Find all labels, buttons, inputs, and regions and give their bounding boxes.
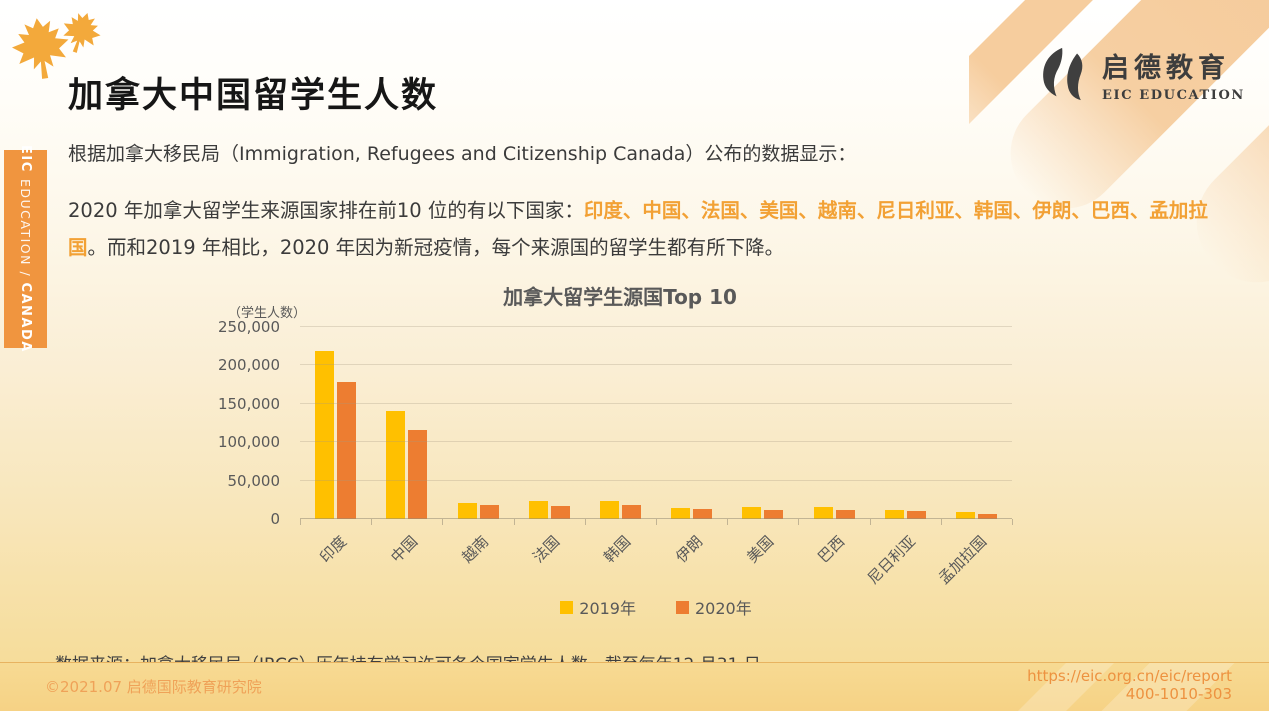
y-axis-tick-label: 200,000 [217, 356, 280, 375]
sidebar-tab-label: EIC EDUCATION / CANADA [18, 145, 33, 353]
x-axis-labels: 印度 中国 越南 法国 韩国 伊朗 美国 巴西 尼日利亚 孟加拉国 [315, 532, 991, 588]
axis-tick [442, 519, 444, 525]
maple-leaf-icon [11, 18, 69, 79]
paragraph-prefix: 2020 年加拿大留学生来源国家排在前10 位的有以下国家： [68, 198, 584, 222]
y-axis-unit-label: （学生人数） [228, 306, 307, 321]
y-axis-tick-label: 100,000 [217, 433, 280, 452]
category-越南 [442, 327, 513, 519]
y-axis-tick-label: 150,000 [217, 394, 280, 413]
axis-tick [869, 519, 871, 525]
intro-text: 根据加拿大移民局（Immigration, Refugees and Citiz… [68, 143, 857, 165]
bar-2020年-尼日利亚 [906, 510, 926, 519]
axis-tick [727, 519, 729, 525]
sidebar-label-eic: EIC [18, 145, 33, 179]
bar-2019年-韩国 [599, 500, 619, 519]
bar-2019年-巴西 [813, 507, 833, 519]
bar-2019年-中国 [386, 410, 406, 519]
report-url-link[interactable]: https://eic.org.cn/eic/report [1027, 667, 1232, 685]
bar-2019年-尼日利亚 [884, 509, 904, 519]
bar-2020年-孟加拉国 [977, 513, 997, 519]
axis-tick [1012, 519, 1013, 525]
y-axis-tick-label: 0 [270, 510, 280, 528]
maple-leaves [8, 6, 118, 84]
legend-item-2020年: 2020年 [676, 595, 752, 619]
paragraph-suffix: 。而和2019 年相比，2020 年因为新冠疫情，每个来源国的留学生都有所下降。 [87, 235, 785, 259]
sidebar-label-canada: CANADA [18, 282, 33, 353]
legend-label: 2020年 [695, 599, 752, 618]
legend-swatch-icon [560, 600, 574, 614]
sidebar-tab-canada: EIC EDUCATION / CANADA [4, 145, 47, 353]
category-法国 [514, 327, 585, 519]
category-尼日利亚 [870, 327, 941, 519]
category-印度 [300, 327, 371, 519]
bar-2020年-越南 [479, 505, 499, 519]
bar-2019年-孟加拉国 [955, 512, 975, 519]
bar-2020年-伊朗 [693, 509, 713, 519]
logo-name-en: EIC EDUCATION [1102, 87, 1245, 103]
axis-tick [584, 519, 586, 525]
bar-2019年-印度 [315, 350, 335, 519]
gridline [300, 518, 1012, 519]
category-中国 [371, 327, 442, 519]
legend-swatch-icon [676, 600, 689, 614]
body-paragraph: 2020 年加拿大留学生来源国家排在前10 位的有以下国家：印度、中国、法国、美… [68, 192, 1226, 266]
chart-categories [300, 327, 1012, 519]
y-axis-tick-label: 50,000 [227, 471, 281, 490]
category-韩国 [585, 327, 656, 519]
y-axis-tick-label: 250,000 [217, 318, 280, 336]
footer-contact: https://eic.org.cn/eic/report 400-1010-3… [1027, 667, 1232, 703]
gridline [300, 402, 1012, 404]
bar-2020年-印度 [337, 381, 357, 519]
bar-2019年-伊朗 [671, 508, 691, 519]
chart-title-top10: Top 10 [663, 285, 737, 309]
gridline [300, 479, 1012, 481]
axis-tick [656, 519, 657, 525]
chart-title: 加拿大留学生源国Top 10 [240, 281, 1000, 310]
phone-number: 400-1010-303 [1125, 685, 1232, 703]
eic-logo-icon [1043, 47, 1083, 101]
logo-text: 启德教育 EIC EDUCATION [1102, 46, 1245, 103]
chart-legend: 2019年 2020年 [300, 595, 1012, 619]
gridline [300, 441, 1012, 443]
footer-bar: ©2021.07 启德国际教育研究院 https://eic.org.cn/ei… [0, 662, 1269, 711]
eic-logo: 启德教育 EIC EDUCATION [1036, 44, 1245, 104]
bar-2020年-韩国 [621, 505, 641, 519]
bar-2020年-美国 [764, 509, 784, 519]
axis-tick [513, 519, 515, 525]
axis-tick [300, 519, 301, 525]
chart-plot [300, 326, 1013, 525]
logo-name-cn: 启德教育 [1102, 52, 1230, 84]
category-美国 [727, 327, 798, 519]
y-axis-labels: 0 50,000 100,000 150,000 200,000 250,000 [150, 318, 290, 528]
legend-item-2019年: 2019年 [560, 595, 636, 619]
category-孟加拉国 [941, 327, 1012, 519]
gridline [300, 326, 1012, 327]
bar-2020年-巴西 [835, 510, 855, 519]
chart-title-cn: 加拿大留学生源国 [503, 285, 664, 309]
bar-2019年-美国 [742, 507, 762, 519]
maple-leaf-icon [63, 13, 101, 53]
gridline [300, 364, 1012, 366]
axis-tick [940, 519, 942, 525]
bar-2020年-中国 [408, 429, 428, 519]
copyright-text: ©2021.07 启德国际教育研究院 [45, 678, 262, 696]
bar-2020年-法国 [550, 505, 570, 519]
sidebar-label-education: EDUCATION / [18, 178, 33, 283]
page-title: 加拿大中国留学生人数 [68, 76, 439, 117]
bar-2019年-越南 [457, 502, 477, 519]
category-伊朗 [656, 327, 727, 519]
category-巴西 [798, 327, 869, 519]
bar-2019年-法国 [528, 500, 548, 519]
axis-tick [798, 519, 800, 525]
axis-tick [371, 519, 373, 525]
legend-label: 2019年 [579, 599, 636, 618]
